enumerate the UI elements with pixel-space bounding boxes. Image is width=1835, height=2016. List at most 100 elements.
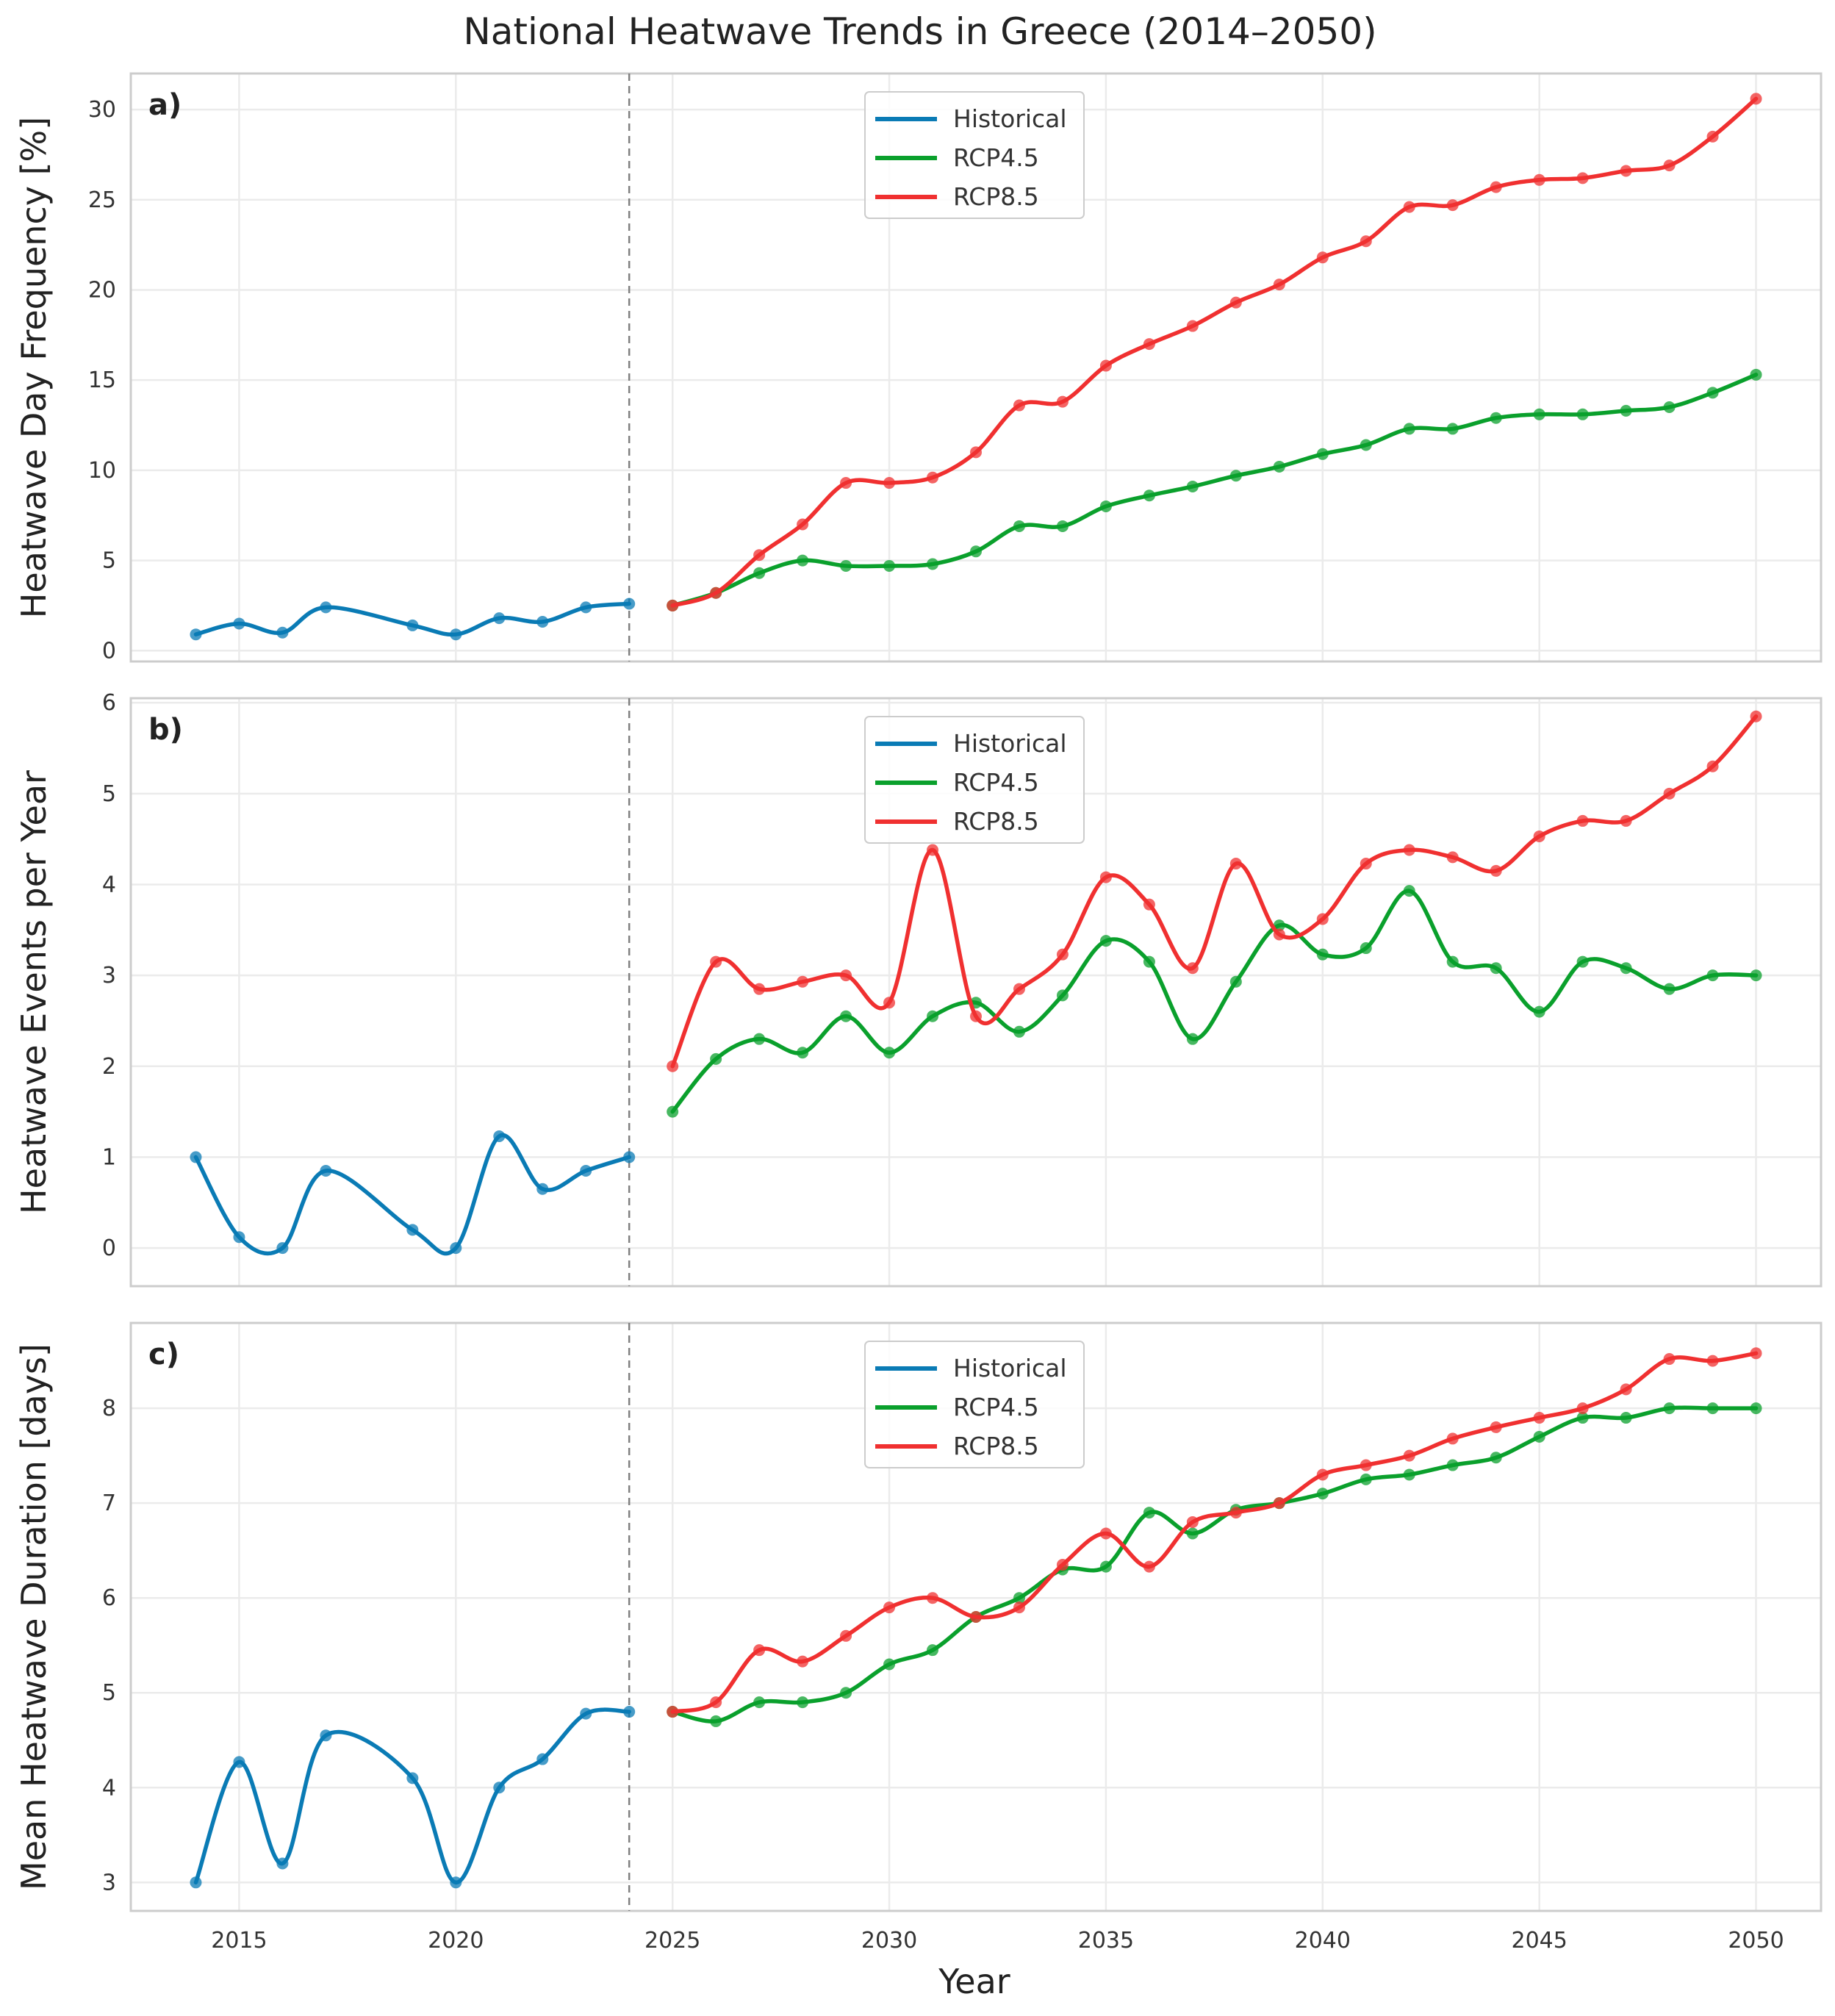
data-point-rcp8-5 bbox=[1533, 830, 1545, 842]
x-tick-label: 2020 bbox=[428, 1928, 484, 1954]
data-point-rcp4-5 bbox=[1360, 942, 1372, 955]
series-line-rcp4-5 bbox=[670, 889, 1759, 1114]
legend-entry-label: Historical bbox=[953, 1354, 1067, 1382]
data-point-rcp4-5 bbox=[1186, 480, 1199, 492]
data-point-rcp8-5 bbox=[1099, 871, 1112, 883]
y-axis-label: Heatwave Events per Year bbox=[14, 770, 54, 1214]
legend-box bbox=[864, 91, 1085, 219]
y-axis-label: Mean Heatwave Duration [days] bbox=[14, 1344, 54, 1890]
data-point-rcp4-5 bbox=[883, 1047, 896, 1059]
data-point-rcp4-5 bbox=[797, 1047, 809, 1059]
data-point-rcp8-5 bbox=[1576, 814, 1589, 827]
data-point-historical bbox=[536, 616, 549, 628]
data-point-rcp4-5 bbox=[753, 1033, 766, 1045]
data-point-rcp4-5 bbox=[1056, 520, 1069, 532]
y-tick-label: 2 bbox=[102, 1054, 116, 1080]
data-point-rcp8-5 bbox=[1490, 1421, 1502, 1433]
data-point-historical bbox=[190, 1151, 202, 1163]
data-point-rcp8-5 bbox=[1099, 359, 1112, 372]
legend-entry-label: RCP4.5 bbox=[953, 143, 1039, 172]
legend-entry-label: RCP8.5 bbox=[953, 182, 1039, 211]
data-point-rcp8-5 bbox=[1446, 1432, 1459, 1445]
panel-b: 0 1 2 3 4 5 6 Heatwave Events per Year b) Histori… bbox=[14, 690, 1823, 1288]
data-point-rcp8-5 bbox=[1056, 395, 1069, 408]
data-point-historical bbox=[450, 628, 462, 641]
data-point-rcp8-5 bbox=[1013, 1601, 1025, 1614]
data-point-rcp4-5 bbox=[1620, 962, 1632, 975]
panel-c: 3 4 5 6 7 8 2015 2020 2025 2030 2035 2040 2045 2050 Me… bbox=[14, 1321, 1823, 1954]
data-point-rcp4-5 bbox=[1229, 975, 1242, 988]
data-point-rcp4-5 bbox=[927, 1010, 939, 1022]
data-point-rcp4-5 bbox=[970, 545, 982, 558]
data-point-rcp4-5 bbox=[1316, 948, 1329, 961]
data-point-rcp8-5 bbox=[927, 1592, 939, 1604]
y-tick-label: 15 bbox=[88, 367, 116, 393]
data-point-rcp8-5 bbox=[1446, 199, 1459, 212]
data-point-rcp8-5 bbox=[1056, 948, 1069, 961]
data-point-historical bbox=[190, 628, 202, 641]
data-point-rcp8-5 bbox=[1316, 1468, 1329, 1481]
data-point-historical bbox=[190, 1876, 202, 1889]
y-tick-label: 0 bbox=[102, 638, 116, 664]
data-point-rcp4-5 bbox=[840, 1010, 852, 1022]
data-point-rcp4-5 bbox=[710, 1052, 722, 1065]
data-point-rcp4-5 bbox=[1013, 1025, 1025, 1038]
data-point-rcp4-5 bbox=[1576, 408, 1589, 420]
data-point-historical bbox=[493, 1782, 506, 1794]
data-point-rcp8-5 bbox=[1013, 399, 1025, 412]
legend-entry-label: Historical bbox=[953, 104, 1067, 133]
legend-box bbox=[864, 716, 1085, 844]
data-point-rcp8-5 bbox=[1143, 898, 1155, 911]
data-point-rcp4-5 bbox=[883, 559, 896, 572]
x-tick-label: 2015 bbox=[211, 1928, 267, 1954]
data-point-historical bbox=[450, 1242, 462, 1255]
data-point-rcp8-5 bbox=[797, 1655, 809, 1668]
data-point-rcp8-5 bbox=[1186, 962, 1199, 975]
y-tick-label: 3 bbox=[102, 1870, 116, 1895]
data-point-historical bbox=[536, 1753, 549, 1765]
data-point-rcp4-5 bbox=[1316, 448, 1329, 460]
data-point-rcp4-5 bbox=[1750, 368, 1762, 381]
data-point-rcp4-5 bbox=[1446, 423, 1459, 435]
y-tick-label: 4 bbox=[102, 1775, 116, 1801]
data-point-rcp8-5 bbox=[1576, 1402, 1589, 1415]
data-point-rcp8-5 bbox=[1750, 93, 1762, 105]
panel-label: b) bbox=[148, 713, 183, 747]
data-point-rcp8-5 bbox=[1750, 1347, 1762, 1360]
y-tick-label: 0 bbox=[102, 1235, 116, 1261]
legend-entry-label: RCP8.5 bbox=[953, 1432, 1039, 1460]
data-point-historical bbox=[623, 598, 636, 610]
data-point-rcp8-5 bbox=[840, 969, 852, 982]
data-point-rcp4-5 bbox=[1403, 885, 1415, 897]
data-point-rcp8-5 bbox=[1316, 251, 1329, 264]
data-point-rcp4-5 bbox=[1576, 1412, 1589, 1424]
data-point-rcp4-5 bbox=[1446, 955, 1459, 968]
data-point-rcp8-5 bbox=[883, 997, 896, 1009]
data-point-rcp4-5 bbox=[1490, 1452, 1502, 1464]
series-line-rcp8-5 bbox=[670, 96, 1759, 608]
data-point-rcp4-5 bbox=[1750, 969, 1762, 982]
data-point-rcp8-5 bbox=[1403, 844, 1415, 856]
data-point-rcp4-5 bbox=[797, 554, 809, 567]
series-line-rcp4-5 bbox=[670, 1405, 1759, 1723]
data-point-historical bbox=[450, 1876, 462, 1889]
data-point-rcp4-5 bbox=[1620, 1412, 1632, 1424]
data-point-rcp8-5 bbox=[753, 1644, 766, 1657]
data-point-rcp8-5 bbox=[1403, 1449, 1415, 1462]
data-point-rcp8-5 bbox=[840, 1629, 852, 1642]
data-point-rcp4-5 bbox=[840, 1687, 852, 1699]
data-point-historical bbox=[320, 1729, 332, 1742]
data-point-historical bbox=[406, 1224, 419, 1236]
data-point-historical bbox=[276, 626, 289, 639]
data-point-rcp8-5 bbox=[1750, 710, 1762, 722]
y-tick-label: 30 bbox=[88, 97, 116, 123]
plot-frame bbox=[129, 1321, 1823, 1912]
data-point-rcp4-5 bbox=[1706, 969, 1719, 982]
data-point-rcp8-5 bbox=[1663, 1353, 1676, 1366]
y-tick-label: 25 bbox=[88, 187, 116, 213]
data-point-historical bbox=[320, 1164, 332, 1177]
data-point-historical bbox=[276, 1857, 289, 1870]
data-point-rcp8-5 bbox=[1273, 279, 1285, 291]
